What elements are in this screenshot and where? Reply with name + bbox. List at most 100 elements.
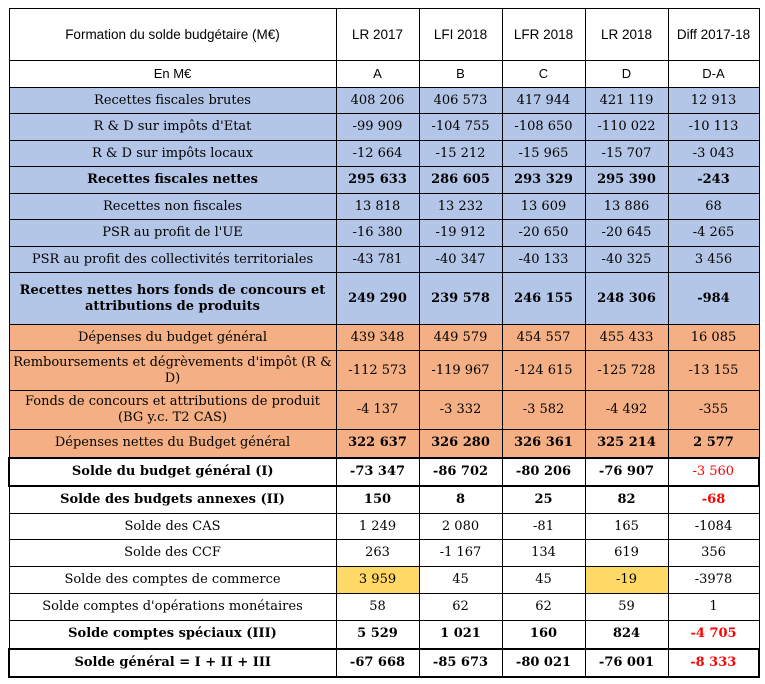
cell-value: 59 — [584, 593, 669, 621]
cell-value: -10 113 — [667, 113, 760, 141]
cell-value: 134 — [501, 539, 586, 567]
subheader-row: En M€ A B C D D-A — [8, 60, 760, 88]
cell-value: -12 664 — [335, 140, 420, 167]
cell-value: -76 001 — [584, 647, 669, 678]
cell-value: 322 637 — [335, 429, 420, 458]
cell-value: 3 959 — [335, 566, 420, 594]
table-row: Remboursements et dégrèvements d'impôt (… — [8, 350, 760, 391]
row-label: Solde du budget général (I) — [8, 456, 337, 487]
cell-value: 58 — [335, 593, 420, 621]
cell-value: -243 — [667, 166, 760, 194]
cell-value: -8 333 — [667, 647, 760, 678]
row-label: Solde général = I + II + III — [8, 647, 337, 678]
cell-value: -15 965 — [501, 140, 586, 167]
table-row: Solde comptes d'opérations monétaires 58… — [8, 593, 760, 621]
table-row: Dépenses du budget général 439 348 449 5… — [8, 324, 760, 351]
column-letter: A — [335, 60, 420, 88]
table-row: PSR au profit des collectivités territor… — [8, 246, 760, 273]
cell-value: 1 249 — [335, 513, 420, 540]
cell-value: 356 — [667, 539, 760, 567]
table-row: Solde comptes spéciaux (III) 5 529 1 021… — [8, 620, 760, 649]
table-row: Solde des budgets annexes (II) 150 8 25 … — [8, 485, 760, 514]
row-label: Recettes fiscales nettes — [8, 166, 337, 194]
cell-value: 449 579 — [418, 324, 503, 351]
cell-value: -124 615 — [501, 350, 586, 391]
table-row: PSR au profit de l'UE -16 380 -19 912 -2… — [8, 219, 760, 247]
cell-value: 13 886 — [584, 193, 669, 220]
table-row: Solde général = I + II + III -67 668 -85… — [8, 647, 760, 678]
cell-value: 68 — [667, 193, 760, 220]
cell-value: 417 944 — [501, 87, 586, 114]
cell-value: 16 085 — [667, 324, 760, 351]
table-row: Recettes non fiscales 13 818 13 232 13 6… — [8, 193, 760, 220]
cell-value: 165 — [584, 513, 669, 540]
cell-value: 286 605 — [418, 166, 503, 194]
row-label: PSR au profit des collectivités territor… — [8, 246, 337, 273]
table-row: R & D sur impôts locaux -12 664 -15 212 … — [8, 140, 760, 167]
cell-value: 406 573 — [418, 87, 503, 114]
cell-value: 619 — [584, 539, 669, 567]
cell-value: -86 702 — [418, 456, 503, 487]
cell-value: -20 645 — [584, 219, 669, 247]
row-label: Recettes nettes hors fonds de concours e… — [8, 272, 337, 325]
cell-value: -99 909 — [335, 113, 420, 141]
cell-value: -1084 — [667, 513, 760, 540]
cell-value: -4 705 — [667, 620, 760, 649]
row-label: Solde des CAS — [8, 513, 337, 540]
cell-value: -20 650 — [501, 219, 586, 247]
cell-value: 326 280 — [418, 429, 503, 458]
cell-value: -15 707 — [584, 140, 669, 167]
cell-value: -984 — [667, 272, 760, 325]
column-letter: C — [501, 60, 586, 88]
column-letter: D-A — [667, 60, 760, 88]
cell-value: -16 380 — [335, 219, 420, 247]
cell-value: -43 781 — [335, 246, 420, 273]
table-row: Recettes nettes hors fonds de concours e… — [8, 272, 760, 325]
cell-value: -13 155 — [667, 350, 760, 391]
cell-value: -73 347 — [335, 456, 420, 487]
cell-value: -3978 — [667, 566, 760, 594]
column-header: Diff 2017-18 — [667, 8, 760, 61]
table-row: Dépenses nettes du Budget général 322 63… — [8, 429, 760, 458]
cell-value: 3 456 — [667, 246, 760, 273]
cell-value: -125 728 — [584, 350, 669, 391]
cell-value: -19 912 — [418, 219, 503, 247]
cell-value: 160 — [501, 620, 586, 649]
cell-value: -81 — [501, 513, 586, 540]
cell-value: 248 306 — [584, 272, 669, 325]
column-header: LR 2018 — [584, 8, 669, 61]
row-label: Solde comptes d'opérations monétaires — [8, 593, 337, 621]
table-row: Recettes fiscales nettes 295 633 286 605… — [8, 166, 760, 194]
cell-value: -3 043 — [667, 140, 760, 167]
row-label: Solde des budgets annexes (II) — [8, 485, 337, 514]
cell-value: 8 — [418, 485, 503, 514]
cell-value: 45 — [418, 566, 503, 594]
cell-value: 246 155 — [501, 272, 586, 325]
cell-value: -68 — [667, 485, 760, 514]
cell-value: -112 573 — [335, 350, 420, 391]
column-letter: B — [418, 60, 503, 88]
cell-value: -3 332 — [418, 390, 503, 430]
header-row: Formation du solde budgétaire (M€) LR 20… — [8, 8, 760, 61]
row-label: Recettes fiscales brutes — [8, 87, 337, 114]
cell-value: 295 633 — [335, 166, 420, 194]
cell-value: -67 668 — [335, 647, 420, 678]
unit-label: En M€ — [8, 60, 337, 88]
cell-value: 13 232 — [418, 193, 503, 220]
row-label: R & D sur impôts d'Etat — [8, 113, 337, 141]
cell-value: -4 492 — [584, 390, 669, 430]
table-row: Solde du budget général (I) -73 347 -86 … — [8, 456, 760, 487]
cell-value: 454 557 — [501, 324, 586, 351]
cell-value: 25 — [501, 485, 586, 514]
table-row: Recettes fiscales brutes 408 206 406 573… — [8, 87, 760, 114]
row-label: Dépenses nettes du Budget général — [8, 429, 337, 458]
row-label: Solde comptes spéciaux (III) — [8, 620, 337, 649]
cell-value: -85 673 — [418, 647, 503, 678]
cell-value: -108 650 — [501, 113, 586, 141]
cell-value: -40 347 — [418, 246, 503, 273]
cell-value: 82 — [584, 485, 669, 514]
cell-value: 2 080 — [418, 513, 503, 540]
cell-value: 45 — [501, 566, 586, 594]
cell-value: 1 — [667, 593, 760, 621]
cell-value: -119 967 — [418, 350, 503, 391]
